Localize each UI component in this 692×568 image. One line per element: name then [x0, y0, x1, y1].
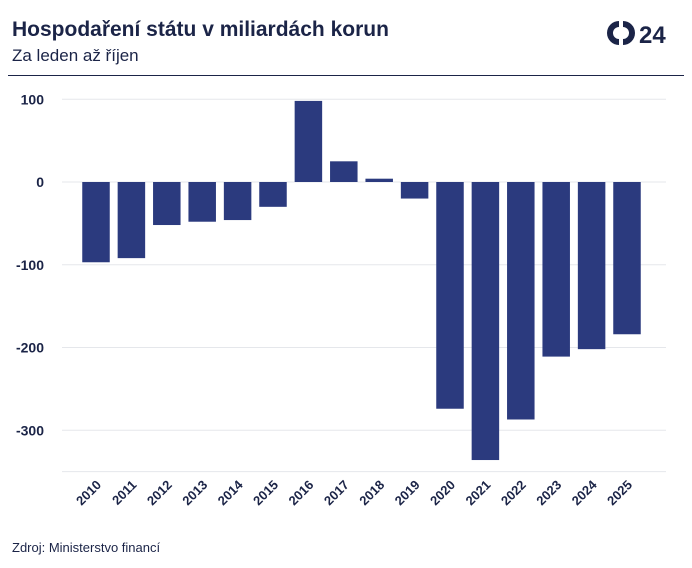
chart-subtitle: Za leden až říjen	[12, 46, 139, 65]
x-tick-label: 2020	[427, 477, 458, 508]
bar-2018	[365, 178, 393, 182]
y-axis-labels: 100 0 -100 -200 -300	[16, 91, 44, 438]
grid-lines	[62, 98, 666, 473]
x-tick-label: 2017	[321, 477, 352, 508]
x-tick-label: 2014	[215, 477, 247, 509]
x-tick-label: 2011	[109, 477, 140, 508]
bar-2016	[294, 100, 323, 182]
source-note: Zdroj: Ministerstvo financí	[12, 540, 161, 555]
x-tick-label: 2024	[569, 477, 601, 509]
x-tick-label: 2021	[462, 477, 493, 508]
x-tick-label: 2012	[144, 477, 175, 508]
y-tick-label: -200	[16, 340, 44, 356]
x-axis-labels: 2010 2011 2012 2013 2014 2015 2016 2017 2018 2019…	[73, 477, 635, 509]
x-tick-label: 2018	[356, 477, 387, 508]
bar-2021	[471, 182, 500, 461]
x-tick-label: 2025	[604, 477, 635, 508]
bar-2019	[400, 182, 429, 199]
x-tick-label: 2016	[285, 477, 316, 508]
bar-2017	[330, 161, 358, 182]
chart-title: Hospodaření státu v miliardách korun	[12, 18, 389, 41]
x-tick-label: 2015	[250, 477, 281, 508]
x-tick-label: 2019	[392, 477, 423, 508]
bar-2022	[507, 182, 535, 420]
bar-2010	[82, 182, 110, 263]
y-tick-label: -100	[16, 257, 44, 273]
bar-2023	[542, 182, 570, 357]
x-tick-label: 2023	[533, 477, 564, 508]
y-tick-label: 100	[21, 91, 45, 107]
ct24-logo-icon: 24	[607, 21, 666, 48]
bar-2013	[188, 182, 216, 222]
x-tick-label: 2022	[498, 477, 529, 508]
bar-2011	[117, 182, 146, 259]
y-tick-label: 0	[36, 174, 44, 190]
bars	[82, 100, 641, 461]
header-divider	[8, 75, 684, 76]
x-tick-label: 2013	[179, 477, 210, 508]
bar-2025	[613, 182, 641, 335]
bar-2024	[577, 182, 606, 350]
logo-text: 24	[639, 22, 666, 48]
y-tick-label: -300	[16, 422, 44, 438]
bar-2012	[153, 182, 181, 226]
bar-2014	[223, 182, 252, 221]
bar-2020	[436, 182, 464, 409]
bar-2015	[259, 182, 287, 207]
x-tick-label: 2010	[73, 477, 104, 508]
